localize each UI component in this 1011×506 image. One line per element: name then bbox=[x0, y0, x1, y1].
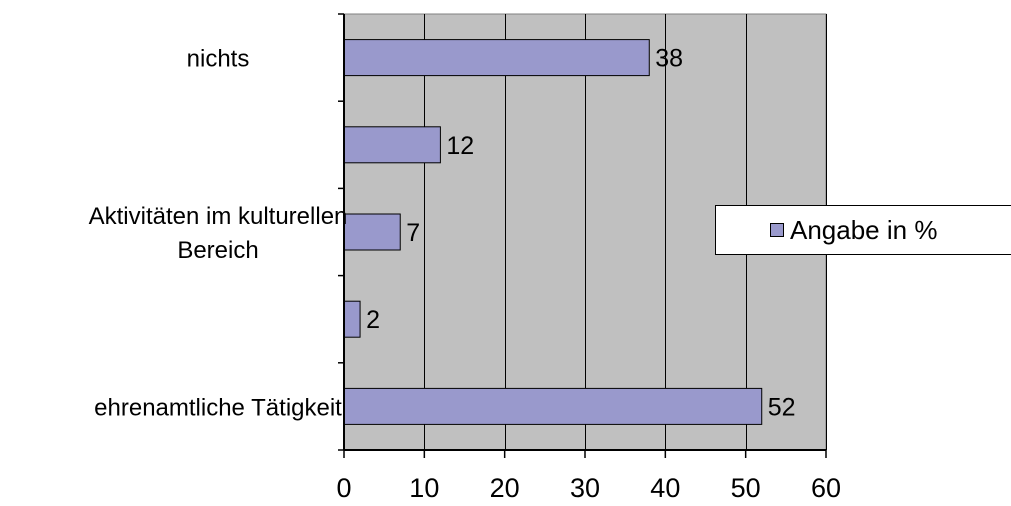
data-label: 2 bbox=[366, 306, 380, 334]
x-tick-labels: 0 10 20 30 40 50 60 bbox=[336, 473, 841, 503]
data-label: 38 bbox=[655, 45, 683, 73]
legend-swatch bbox=[770, 223, 784, 237]
bars bbox=[343, 39, 763, 425]
data-label: 7 bbox=[406, 219, 420, 247]
axis-ticks bbox=[338, 13, 827, 458]
data-label: 12 bbox=[446, 132, 474, 160]
x-tick-label: 10 bbox=[409, 473, 439, 503]
bar bbox=[343, 39, 650, 77]
x-tick-label: 40 bbox=[650, 473, 680, 503]
category-label: Bereich bbox=[177, 237, 258, 264]
category-label: Aktivitäten im kulturellen bbox=[89, 203, 348, 230]
data-label: 52 bbox=[768, 393, 796, 421]
x-tick-label: 60 bbox=[811, 473, 841, 503]
bar bbox=[343, 387, 763, 425]
category-labels: ehrenamtliche Tätigkeit Aktivitäten im ku… bbox=[89, 46, 348, 422]
bar bbox=[343, 300, 361, 338]
bar bbox=[343, 213, 401, 251]
legend-label: Angabe in % bbox=[790, 214, 938, 245]
x-tick-label: 50 bbox=[731, 473, 761, 503]
legend: Angabe in % bbox=[715, 205, 1011, 255]
bar bbox=[343, 126, 441, 164]
category-label: ehrenamtliche Tätigkeit bbox=[94, 394, 342, 421]
x-tick-label: 0 bbox=[336, 473, 351, 503]
x-tick-label: 30 bbox=[570, 473, 600, 503]
category-label: nichts bbox=[187, 46, 250, 73]
data-labels: 52 2 7 12 38 bbox=[366, 45, 795, 422]
x-tick-label: 20 bbox=[490, 473, 520, 503]
